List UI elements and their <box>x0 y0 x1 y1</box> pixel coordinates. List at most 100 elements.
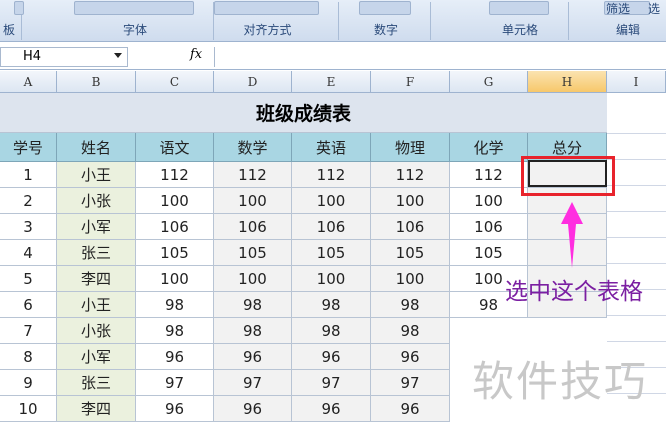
table-cell[interactable]: 106 <box>450 214 528 240</box>
table-cell[interactable]: 96 <box>292 396 371 422</box>
table-cell[interactable]: 100 <box>136 188 214 214</box>
table-cell[interactable]: 小王 <box>57 292 136 318</box>
group-separator <box>430 2 431 40</box>
table-cell[interactable]: 106 <box>136 214 214 240</box>
table-cell[interactable]: 9 <box>0 370 57 396</box>
table-header-cell: 英语 <box>292 133 371 162</box>
table-cell[interactable]: 96 <box>136 396 214 422</box>
table-cell[interactable]: 10 <box>0 396 57 422</box>
table-cell[interactable]: 8 <box>0 344 57 370</box>
ribbon-group-label: 对齐方式 <box>243 23 292 37</box>
table-cell[interactable]: 4 <box>0 240 57 266</box>
table-cell[interactable]: 小张 <box>57 318 136 344</box>
table-cell[interactable]: 105 <box>450 240 528 266</box>
table-cell[interactable]: 112 <box>450 162 528 188</box>
formula-input[interactable] <box>214 47 666 67</box>
ribbon-icon[interactable] <box>214 1 319 15</box>
table-cell[interactable]: 6 <box>0 292 57 318</box>
table-cell[interactable]: 112 <box>136 162 214 188</box>
table-cell[interactable]: 100 <box>450 266 528 292</box>
column-header[interactable]: A <box>0 71 57 93</box>
sheet-title: 班级成绩表 <box>0 93 607 133</box>
column-header[interactable]: E <box>292 71 371 93</box>
table-cell[interactable]: 98 <box>450 292 528 318</box>
table-cell[interactable]: 106 <box>214 214 292 240</box>
table-cell[interactable]: 98 <box>136 292 214 318</box>
table-cell[interactable]: 100 <box>292 266 371 292</box>
table-cell[interactable]: 112 <box>214 162 292 188</box>
table-header-cell: 学号 <box>0 133 57 162</box>
table-cell[interactable]: 96 <box>214 396 292 422</box>
ribbon-icon[interactable] <box>359 1 411 15</box>
dropdown-arrow[interactable] <box>114 53 122 58</box>
table-cell[interactable]: 李四 <box>57 396 136 422</box>
column-header[interactable]: B <box>57 71 136 93</box>
table-cell[interactable]: 106 <box>292 214 371 240</box>
table-cell[interactable]: 97 <box>136 370 214 396</box>
table-cell[interactable]: 105 <box>292 240 371 266</box>
table-cell[interactable]: 100 <box>450 188 528 214</box>
column-header[interactable]: I <box>607 71 666 93</box>
table-cell[interactable]: 3 <box>0 214 57 240</box>
table-cell[interactable]: 96 <box>371 344 450 370</box>
column-header[interactable]: D <box>214 71 292 93</box>
column-header[interactable]: F <box>371 71 450 93</box>
ribbon-group-label: 编辑 <box>615 23 640 37</box>
table-cell[interactable]: 100 <box>371 188 450 214</box>
table-cell[interactable]: 112 <box>371 162 450 188</box>
table-cell[interactable]: 98 <box>371 318 450 344</box>
table-cell[interactable]: 97 <box>292 370 371 396</box>
table-cell[interactable]: 小王 <box>57 162 136 188</box>
fx-button[interactable]: fx <box>190 47 203 62</box>
ribbon-icon[interactable] <box>74 1 194 15</box>
table-cell[interactable]: 7 <box>0 318 57 344</box>
selected-cell <box>528 160 607 187</box>
table-cell[interactable]: 100 <box>214 188 292 214</box>
table-cell[interactable]: 112 <box>292 162 371 188</box>
table-cell[interactable]: 小张 <box>57 188 136 214</box>
table-cell[interactable]: 97 <box>371 370 450 396</box>
column-header[interactable]: G <box>450 71 528 93</box>
table-cell[interactable]: 96 <box>371 396 450 422</box>
table-cell[interactable]: 5 <box>0 266 57 292</box>
ribbon-button-label[interactable]: 筛选 <box>606 2 631 16</box>
table-cell[interactable]: 100 <box>292 188 371 214</box>
grid-line <box>607 263 666 264</box>
table-cell[interactable]: 小军 <box>57 344 136 370</box>
name-box[interactable]: H4 <box>0 47 128 67</box>
table-cell[interactable]: 小军 <box>57 214 136 240</box>
table-cell[interactable]: 李四 <box>57 266 136 292</box>
column-header[interactable]: H <box>528 71 607 93</box>
ribbon-icon[interactable] <box>14 1 24 15</box>
table-cell[interactable]: 96 <box>292 344 371 370</box>
table-cell[interactable]: 105 <box>214 240 292 266</box>
table-cell[interactable]: 105 <box>371 240 450 266</box>
table-cell[interactable] <box>528 266 607 292</box>
table-cell[interactable]: 100 <box>214 266 292 292</box>
table-cell[interactable] <box>528 240 607 266</box>
column-header[interactable]: C <box>136 71 214 93</box>
table-cell[interactable]: 100 <box>136 266 214 292</box>
table-cell[interactable]: 96 <box>136 344 214 370</box>
table-cell[interactable]: 98 <box>371 292 450 318</box>
grid-line <box>607 289 666 290</box>
table-cell[interactable]: 98 <box>292 318 371 344</box>
ribbon-icon[interactable] <box>489 1 549 15</box>
table-cell[interactable]: 98 <box>214 318 292 344</box>
table-cell[interactable]: 105 <box>136 240 214 266</box>
table-cell[interactable]: 98 <box>136 318 214 344</box>
table-cell[interactable]: 96 <box>214 344 292 370</box>
table-cell[interactable]: 98 <box>214 292 292 318</box>
table-cell[interactable]: 106 <box>371 214 450 240</box>
table-cell[interactable]: 97 <box>214 370 292 396</box>
table-cell[interactable]: 98 <box>292 292 371 318</box>
table-cell[interactable] <box>528 292 607 318</box>
table-cell[interactable]: 2 <box>0 188 57 214</box>
table-cell[interactable]: 张三 <box>57 370 136 396</box>
table-cell[interactable]: 100 <box>371 266 450 292</box>
ribbon-icon[interactable] <box>604 1 650 15</box>
ribbon-button-label[interactable]: 选 <box>648 2 661 16</box>
table-cell[interactable]: 张三 <box>57 240 136 266</box>
table-cell[interactable]: 1 <box>0 162 57 188</box>
